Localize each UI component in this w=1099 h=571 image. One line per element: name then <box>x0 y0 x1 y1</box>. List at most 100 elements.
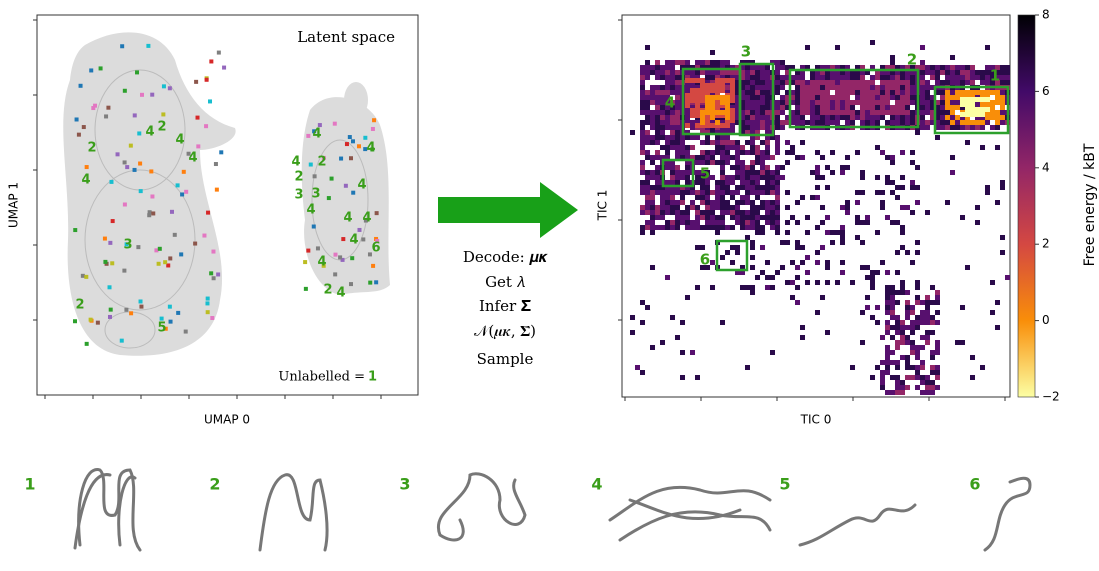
heatmap-cell <box>725 210 730 215</box>
heatmap-cell <box>760 120 765 125</box>
heatmap-cell <box>655 85 660 90</box>
heatmap-cell <box>775 70 780 75</box>
heatmap-cell <box>700 78 705 83</box>
heatmap-cell <box>850 85 855 90</box>
arrow-text: Infer 𝚺̃ <box>479 297 531 315</box>
latent-marker <box>132 167 137 172</box>
heatmap-cell <box>795 105 800 110</box>
heatmap-cell <box>905 340 910 345</box>
heatmap-cell <box>910 110 915 115</box>
heatmap-cell <box>725 65 730 70</box>
heatmap-cell <box>685 98 690 103</box>
heatmap-cell <box>665 195 670 200</box>
latent-marker <box>163 326 168 331</box>
heatmap-cell <box>675 140 680 145</box>
heatmap-cell <box>775 195 780 200</box>
heatmap-cell <box>665 155 670 160</box>
heatmap-cell <box>750 70 755 75</box>
heatmap-cell <box>890 315 895 320</box>
heatmap-cell <box>890 290 895 295</box>
heatmap-cell <box>775 90 780 95</box>
heatmap-cell <box>680 350 685 355</box>
heatmap-cell <box>865 100 870 105</box>
heatmap-cell <box>1000 115 1005 120</box>
heatmap-cell <box>760 115 765 120</box>
heatmap-cell <box>785 105 790 110</box>
heatmap-cell <box>665 205 670 210</box>
heatmap-cell <box>915 315 920 320</box>
heatmap-cell <box>765 110 770 115</box>
heatmap-cell <box>870 270 875 275</box>
latent-marker <box>361 237 366 242</box>
state-label: 5 <box>700 165 710 183</box>
heatmap-cell <box>760 190 765 195</box>
heatmap-cell <box>740 175 745 180</box>
heatmap-cell <box>695 103 700 108</box>
heatmap-cell <box>705 118 710 123</box>
heatmap-cell <box>890 300 895 305</box>
heatmap-cell <box>995 75 1000 80</box>
latent-marker <box>106 105 111 110</box>
heatmap-cell <box>830 95 835 100</box>
heatmap-cell <box>815 310 820 315</box>
heatmap-cell <box>745 165 750 170</box>
heatmap-cell <box>655 135 660 140</box>
heatmap-cell <box>930 70 935 75</box>
heatmap-cell <box>695 113 700 118</box>
heatmap-cell <box>825 100 830 105</box>
heatmap-cell <box>800 140 805 145</box>
latent-marker <box>311 224 316 229</box>
heatmap-cell <box>785 150 790 155</box>
heatmap-cell <box>820 155 825 160</box>
heatmap-cell <box>840 80 845 85</box>
heatmap-cell <box>870 105 875 110</box>
heatmap-cell <box>640 85 645 90</box>
heatmap-cell <box>865 220 870 225</box>
heatmap-cell <box>735 65 740 70</box>
heatmap-cell <box>900 80 905 85</box>
heatmap-cell <box>760 175 765 180</box>
heatmap-cell <box>960 65 965 70</box>
heatmap-cell <box>640 65 645 70</box>
heatmap-cell <box>750 175 755 180</box>
heatmap-cell <box>720 135 725 140</box>
heatmap-cell <box>750 80 755 85</box>
latent-marker <box>159 316 164 321</box>
heatmap-cell <box>765 185 770 190</box>
heatmap-cell <box>745 90 750 95</box>
heatmap-cell <box>745 195 750 200</box>
heatmap-cell <box>1000 185 1005 190</box>
heatmap-cell <box>855 190 860 195</box>
heatmap-cell <box>1000 235 1005 240</box>
heatmap-cell <box>760 80 765 85</box>
latent-marker <box>216 272 221 277</box>
heatmap-cell <box>735 115 740 120</box>
heatmap-cell <box>780 95 785 100</box>
heatmap-cell <box>760 215 765 220</box>
heatmap-cell <box>750 75 755 80</box>
heatmap-cell <box>765 145 770 150</box>
heatmap-cell <box>685 205 690 210</box>
latent-marker <box>175 183 180 188</box>
latent-marker <box>73 228 78 233</box>
heatmap-cell <box>830 115 835 120</box>
heatmap-cell <box>745 200 750 205</box>
heatmap-cell <box>860 240 865 245</box>
heatmap-cell <box>735 110 740 115</box>
cluster-label: 4 <box>366 141 375 156</box>
heatmap-cell <box>720 225 725 230</box>
heatmap-cell <box>735 120 740 125</box>
heatmap-cell <box>760 110 765 115</box>
heatmap-cell <box>945 110 950 115</box>
heatmap-cell <box>895 80 900 85</box>
heatmap-cell <box>720 320 725 325</box>
heatmap-cell <box>720 180 725 185</box>
heatmap-cell <box>885 360 890 365</box>
heatmap-cell <box>650 160 655 165</box>
heatmap-cell <box>970 97 975 102</box>
heatmap-cell <box>900 95 905 100</box>
heatmap-cell <box>900 150 905 155</box>
heatmap-cell <box>910 150 915 155</box>
heatmap-cell <box>675 210 680 215</box>
heatmap-cell <box>665 75 670 80</box>
